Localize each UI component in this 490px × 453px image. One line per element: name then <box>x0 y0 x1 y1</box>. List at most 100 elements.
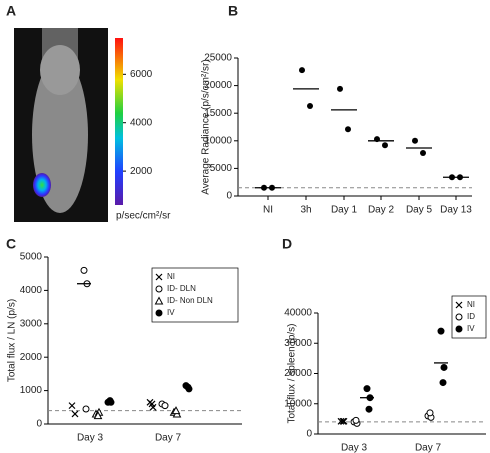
marker <box>455 325 463 333</box>
marker <box>455 313 463 321</box>
dot <box>299 67 305 74</box>
y-tick-label: 5000 <box>20 252 43 263</box>
y-tick-label: 0 <box>36 419 42 430</box>
y-axis-label: Total flux / LN (p/s) <box>7 299 18 382</box>
colorbar <box>115 38 123 205</box>
marker <box>155 285 163 293</box>
dot <box>440 363 448 371</box>
colorbar-tick-label: 2000 <box>130 166 153 177</box>
dot <box>80 266 88 274</box>
cross-stroke <box>339 417 347 425</box>
marker <box>440 363 448 371</box>
mouse-image <box>14 28 108 222</box>
y-tick-label: 40000 <box>284 308 312 319</box>
marker <box>365 405 373 413</box>
marker <box>155 309 163 317</box>
marker <box>154 296 164 305</box>
dot <box>455 313 463 321</box>
dot <box>345 126 351 133</box>
legend-label: IV <box>467 324 475 333</box>
y-tick-label: 0 <box>226 191 232 202</box>
y-tick-label: 3000 <box>20 318 43 329</box>
cross-stroke <box>68 402 76 410</box>
cross-stroke <box>71 410 79 418</box>
y-tick-label: 20000 <box>204 80 232 91</box>
cross-stroke <box>455 301 463 309</box>
y-tick-label: 2000 <box>20 352 43 363</box>
dot <box>365 405 373 413</box>
y-tick-label: 10000 <box>204 135 232 146</box>
triangle <box>171 406 181 415</box>
legend-label: NI <box>467 300 475 309</box>
y-tick-label: 20000 <box>284 368 312 379</box>
legend-label: NI <box>167 272 175 281</box>
dot <box>382 142 388 149</box>
marker <box>455 301 463 309</box>
dot <box>337 85 343 92</box>
marker <box>171 406 181 415</box>
marker <box>106 397 114 405</box>
legend-label: ID- DLN <box>167 284 196 293</box>
y-tick-label: 4000 <box>20 285 43 296</box>
cross-stroke <box>149 403 157 411</box>
dot <box>161 402 169 410</box>
y-tick-label: 10000 <box>284 398 312 409</box>
x-tick-label: NI <box>263 205 273 216</box>
x-tick-label: Day 13 <box>440 205 472 216</box>
marker <box>426 409 434 417</box>
legend-label: ID <box>467 312 475 321</box>
y-tick-label: 5000 <box>210 163 233 174</box>
dot <box>437 327 445 335</box>
colorbar-tick-label: 4000 <box>130 117 153 128</box>
dot <box>420 149 426 156</box>
marker <box>339 417 347 425</box>
dot <box>412 137 418 144</box>
dot <box>426 409 434 417</box>
panel-label: B <box>228 3 238 19</box>
dot <box>82 405 90 413</box>
x-tick-label: Day 2 <box>368 205 395 216</box>
marker <box>82 405 90 413</box>
y-axis-label: Total flux / spleen (p/s) <box>287 323 298 423</box>
dot <box>184 383 192 391</box>
legend-label: ID- Non DLN <box>167 296 213 305</box>
y-tick-label: 25000 <box>204 53 232 64</box>
marker <box>439 379 447 387</box>
panel-label: A <box>6 3 16 19</box>
cross-stroke <box>337 417 345 425</box>
triangle <box>154 296 164 305</box>
colorbar-tick-label: 6000 <box>130 69 153 80</box>
x-tick-label: 3h <box>300 205 311 216</box>
marker <box>340 417 348 425</box>
legend-label: IV <box>167 308 175 317</box>
x-tick-label: Day 5 <box>406 205 433 216</box>
dot <box>307 103 313 110</box>
x-tick-label: Day 7 <box>415 443 442 453</box>
colorbar-label: p/sec/cm²/sr <box>116 211 171 222</box>
x-tick-label: Day 1 <box>331 205 358 216</box>
marker <box>337 417 345 425</box>
legend-frame <box>151 267 239 323</box>
y-tick-label: 1000 <box>20 385 43 396</box>
y-tick-label: 0 <box>306 429 312 440</box>
cross-stroke <box>148 400 156 408</box>
marker <box>161 402 169 410</box>
panel-label: D <box>282 236 292 252</box>
marker <box>352 416 360 424</box>
dot <box>155 285 163 293</box>
x-tick-label: Day 3 <box>77 433 104 444</box>
triangle <box>93 411 103 420</box>
x-tick-label: Day 7 <box>155 433 182 444</box>
dot <box>455 325 463 333</box>
dot <box>363 385 371 393</box>
y-axis-label: Average Radiance (p/s/cm²/sr) <box>201 59 212 194</box>
marker <box>71 410 79 418</box>
y-tick-label: 30000 <box>284 338 312 349</box>
dot <box>352 416 360 424</box>
cross-stroke <box>155 273 163 281</box>
marker <box>80 266 88 274</box>
marker <box>437 327 445 335</box>
dot <box>439 379 447 387</box>
marker <box>68 402 76 410</box>
